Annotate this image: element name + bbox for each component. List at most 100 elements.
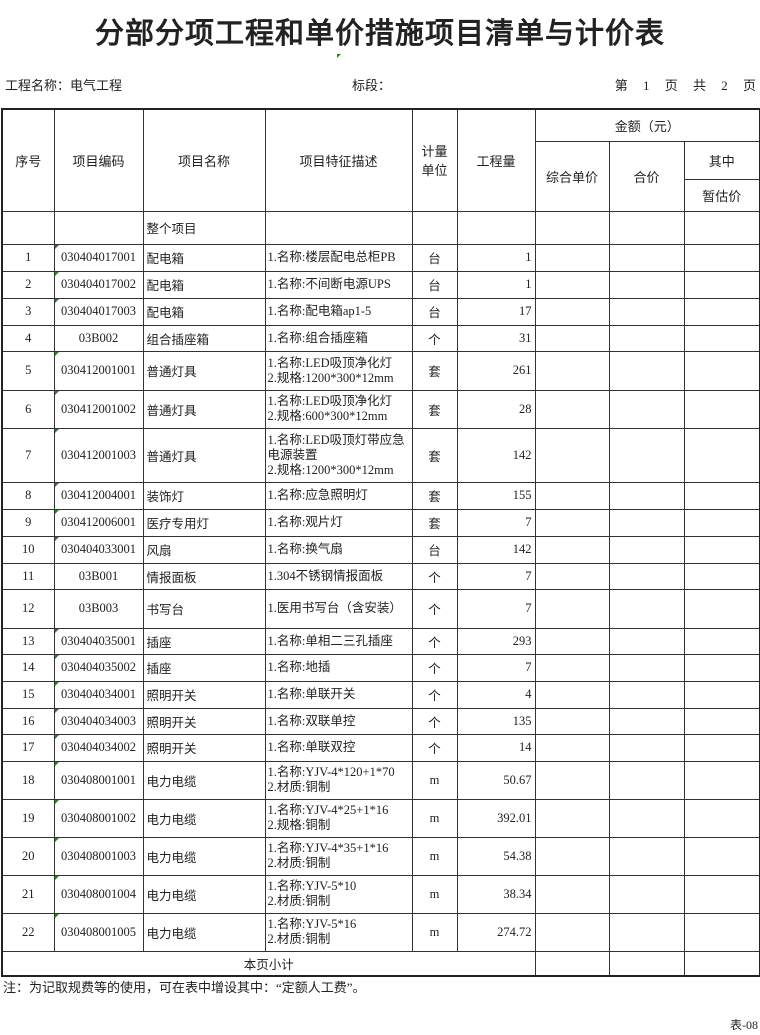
- row-unit-price: [534, 912, 610, 952]
- row-code: 030404035002: [53, 653, 144, 682]
- row-seq: 8: [1, 481, 55, 510]
- row-unit: 个: [411, 324, 458, 352]
- row-seq: 11: [1, 562, 55, 590]
- row-seq: 2: [1, 270, 55, 299]
- desc-line: 2.材质:铜制: [267, 780, 331, 794]
- desc-line: 1.名称:观片灯: [267, 515, 343, 529]
- row-unit-price: [534, 707, 610, 735]
- row-desc: 1.304不锈钢情报面板: [264, 562, 413, 590]
- desc-line: 1.名称:换气扇: [267, 542, 343, 556]
- row-seq: 6: [1, 389, 55, 429]
- row-name: 插座: [142, 627, 266, 655]
- table-row: 2 030404017002 配电箱 1.名称:不间断电源UPS 台 1: [1, 270, 760, 299]
- row-unit-price: [534, 270, 610, 299]
- desc-line: 1.名称:YJV-4*120+1*70: [267, 765, 395, 779]
- desc-line: 1.名称:单相二三孔插座: [267, 633, 393, 648]
- row-seq: 17: [1, 733, 55, 762]
- page-indicator: 第 1 页 共 2 页: [614, 78, 756, 93]
- desc-line: 2.材质:铜制: [267, 856, 331, 870]
- row-provisional: [683, 627, 760, 655]
- table-row: 1 030404017001 配电箱 1.名称:楼层配电总柜PB 台 1: [1, 243, 760, 272]
- row-code: 030412001003: [53, 427, 144, 483]
- row-total: [608, 481, 685, 510]
- row-desc: 1.名称:YJV-4*120+1*70 2.材质:铜制: [264, 760, 413, 800]
- row-code: 030408001003: [53, 836, 144, 876]
- header-name: 项目名称: [142, 108, 266, 212]
- row-qty: 14: [456, 733, 536, 762]
- row-name: 风扇: [142, 535, 266, 564]
- row-unit: m: [411, 836, 458, 876]
- row-desc: 1.名称:不间断电源UPS: [264, 270, 413, 299]
- row-name: 插座: [142, 653, 266, 682]
- row-qty: 155: [456, 481, 536, 510]
- row-unit: 个: [411, 653, 458, 682]
- row-provisional: [683, 350, 760, 391]
- row-unit: 套: [411, 508, 458, 537]
- row-unit: m: [411, 874, 458, 914]
- row-unit: 个: [411, 733, 458, 762]
- table-row: 21 030408001004 电力电缆 1.名称:YJV-5*10 2.材质:铜制 m 3…: [1, 874, 760, 914]
- row-unit: 套: [411, 350, 458, 391]
- row-total: [608, 243, 685, 272]
- row-qty: 7: [456, 588, 536, 629]
- row-qty: 293: [456, 627, 536, 655]
- row-unit-price: [534, 508, 610, 537]
- row-code: 03B002: [53, 324, 144, 352]
- desc-line: 2.规格:600*300*12mm: [267, 409, 388, 423]
- row-seq: 21: [1, 874, 55, 914]
- header-qty: 工程量: [456, 108, 536, 212]
- row-total: [608, 653, 685, 682]
- table-row: 9 030412006001 医疗专用灯 1.名称:观片灯 套 7: [1, 508, 760, 537]
- row-unit-price: [534, 653, 610, 682]
- row-name: 电力电缆: [142, 760, 266, 800]
- row-seq: 1: [1, 243, 55, 272]
- row-unit-price: [534, 760, 610, 800]
- table-row: 8 030412004001 装饰灯 1.名称:应急照明灯 套 155: [1, 481, 760, 510]
- group-name: 整个项目: [142, 210, 266, 245]
- row-unit: 个: [411, 680, 458, 709]
- row-unit-price: [534, 588, 610, 629]
- form-number: 表-08: [730, 1018, 758, 1032]
- row-unit: m: [411, 912, 458, 952]
- row-total: [608, 798, 685, 838]
- row-provisional: [683, 562, 760, 590]
- row-unit: 套: [411, 481, 458, 510]
- row-unit: 台: [411, 297, 458, 326]
- desc-line: 1.名称:组合插座箱: [267, 330, 368, 345]
- row-provisional: [683, 535, 760, 564]
- row-total: [608, 680, 685, 709]
- row-unit: m: [411, 798, 458, 838]
- desc-line: 1.名称:LED吸顶灯带应急电源装置: [267, 432, 405, 462]
- row-desc: 1.名称:观片灯: [264, 508, 413, 537]
- row-code: 030408001001: [53, 760, 144, 800]
- row-code: 030404034003: [53, 707, 144, 735]
- row-provisional: [683, 653, 760, 682]
- row-unit: 个: [411, 562, 458, 590]
- row-provisional: [683, 760, 760, 800]
- row-qty: 50.67: [456, 760, 536, 800]
- row-total: [608, 760, 685, 800]
- desc-line: 1.名称:单联双控: [267, 740, 356, 754]
- row-qty: 142: [456, 535, 536, 564]
- desc-line: 1.名称:地插: [267, 660, 331, 674]
- row-desc: 1.名称:配电箱ap1-5: [264, 297, 413, 326]
- row-total: [608, 733, 685, 762]
- row-code: 030408001004: [53, 874, 144, 914]
- row-unit-price: [534, 680, 610, 709]
- row-seq: 15: [1, 680, 55, 709]
- page-title: 分部分项工程和单价措施项目清单与计价表: [94, 16, 665, 50]
- header-amount: 金额（元）: [534, 108, 760, 142]
- desc-line: 1.名称:楼层配电总柜PB: [267, 250, 396, 264]
- row-total: [608, 508, 685, 537]
- row-name: 电力电缆: [142, 836, 266, 876]
- table-row: 14 030404035002 插座 1.名称:地插 个 7: [1, 653, 760, 682]
- row-name: 配电箱: [142, 243, 266, 272]
- row-provisional: [683, 798, 760, 838]
- row-name: 装饰灯: [142, 481, 266, 510]
- table-row: 12 03B003 书写台 1.医用书写台（含安装） 个 7: [1, 588, 760, 629]
- row-code: 030412006001: [53, 508, 144, 537]
- row-name: 照明开关: [142, 680, 266, 709]
- row-seq: 20: [1, 836, 55, 876]
- row-seq: 9: [1, 508, 55, 537]
- row-code: 030404034001: [53, 680, 144, 709]
